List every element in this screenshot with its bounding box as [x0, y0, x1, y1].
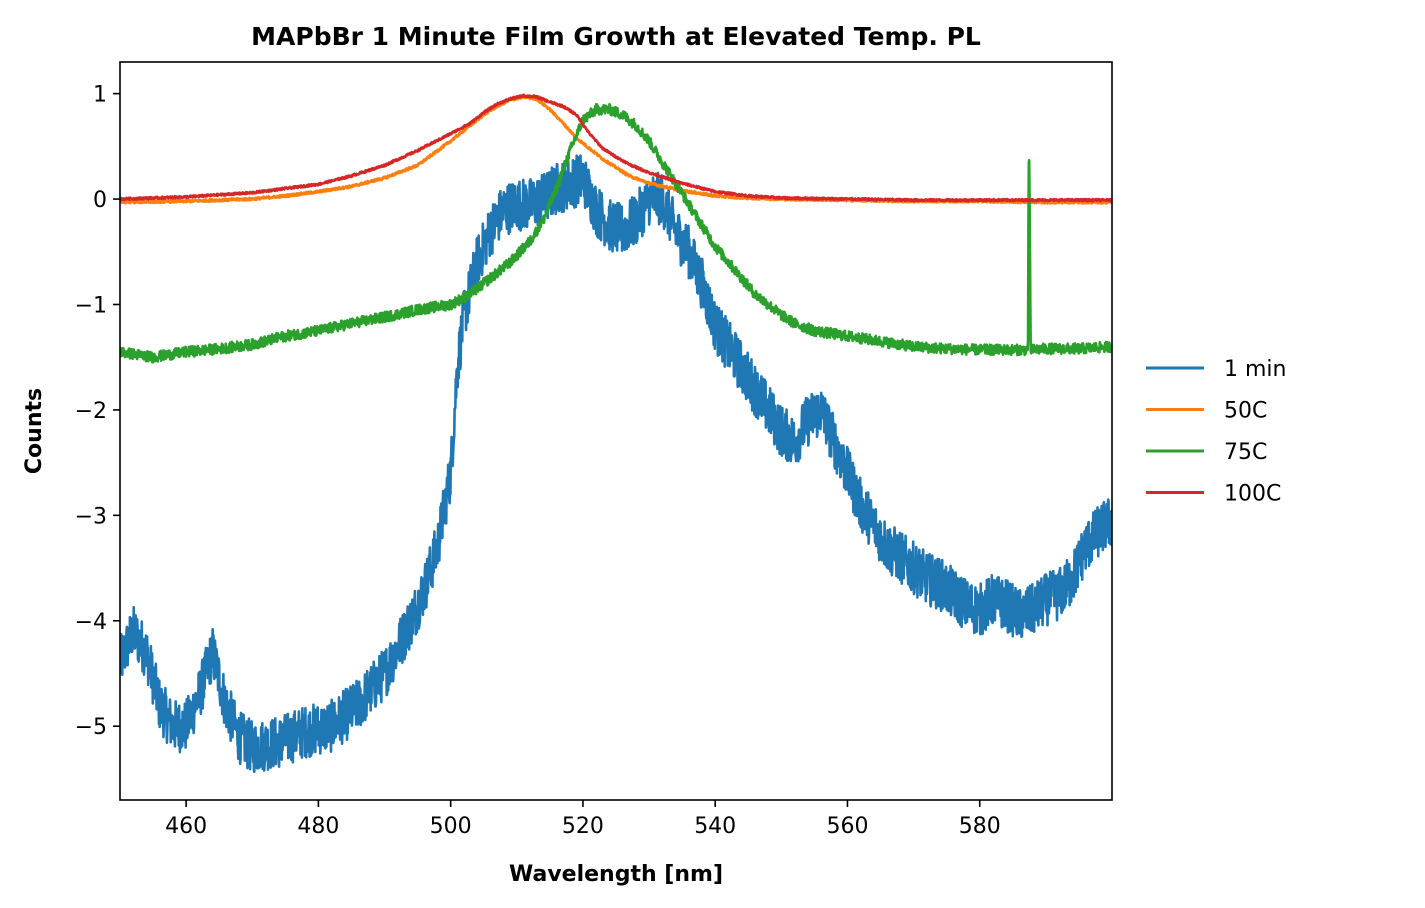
y-tick-label: −4 [75, 610, 107, 635]
y-tick-label: −2 [75, 399, 107, 424]
y-tick-label: −3 [75, 504, 107, 529]
legend: 1 min 50C 75C 100C [1146, 357, 1286, 507]
x-tick-label: 580 [959, 814, 1001, 839]
y-axis: 1 0 −1 −2 −3 −4 −5 [75, 83, 120, 740]
x-tick-label: 500 [430, 814, 472, 839]
x-axis-label: Wavelength [nm] [509, 862, 723, 887]
legend-label: 1 min [1224, 357, 1286, 382]
y-axis-label: Counts [22, 388, 47, 474]
plot-frame [119, 61, 1113, 801]
x-tick-label: 460 [165, 814, 207, 839]
series-line-0 [120, 154, 1112, 774]
legend-label: 50C [1224, 399, 1267, 424]
series-layer [120, 93, 1112, 774]
y-tick-label: −1 [75, 293, 107, 318]
x-axis: 460 480 500 520 540 560 580 [165, 800, 1001, 839]
legend-label: 100C [1224, 482, 1281, 507]
y-tick-label: −5 [75, 715, 107, 740]
series-line-3 [120, 93, 1112, 203]
legend-label: 75C [1224, 440, 1267, 465]
x-tick-label: 480 [297, 814, 339, 839]
series-line-2 [120, 103, 1112, 364]
y-tick-label: 0 [93, 188, 107, 213]
y-tick-label: 1 [93, 83, 107, 108]
x-tick-label: 540 [694, 814, 736, 839]
chart-title: MAPbBr 1 Minute Film Growth at Elevated … [251, 22, 981, 51]
x-tick-label: 560 [826, 814, 868, 839]
x-tick-label: 520 [562, 814, 604, 839]
